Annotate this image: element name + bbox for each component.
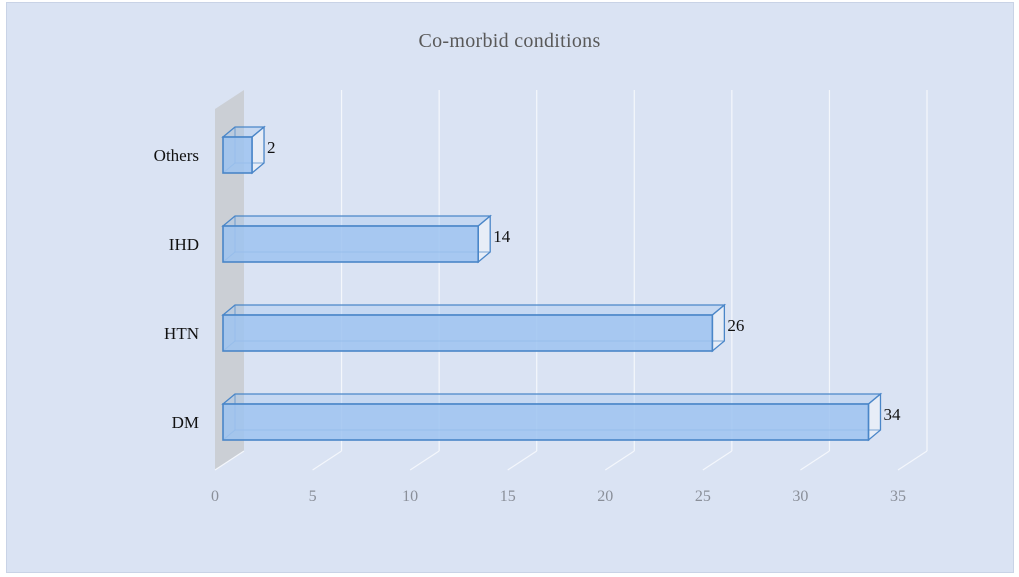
bar-top-face — [221, 215, 492, 227]
side-wall — [215, 90, 244, 470]
floor-gridline — [604, 450, 635, 471]
x-tick-label: 10 — [402, 488, 418, 505]
bar-dm — [222, 403, 870, 441]
y-category-label: Others — [154, 146, 199, 165]
x-tick-label: 0 — [211, 488, 219, 505]
data-label: 34 — [883, 405, 901, 424]
x-tick-label: 15 — [500, 488, 516, 505]
y-category-label: HTN — [164, 324, 199, 343]
bar-ihd — [222, 225, 479, 263]
y-category-label: IHD — [169, 235, 199, 254]
x-tick-label: 35 — [890, 488, 906, 505]
x-tick-label: 5 — [309, 488, 317, 505]
data-label: 26 — [727, 316, 744, 335]
floor-gridline — [897, 450, 928, 471]
chart-title: Co-morbid conditions — [418, 30, 601, 52]
data-label: 2 — [267, 138, 276, 157]
chart-area — [6, 2, 1014, 573]
floor-gridline — [800, 450, 830, 471]
floor-gridline — [702, 450, 733, 471]
floor-gridline — [409, 450, 440, 471]
floor-gridline — [312, 450, 342, 471]
floor-gridline — [214, 450, 245, 471]
y-category-label: DM — [172, 413, 199, 432]
floor-gridline — [507, 450, 538, 471]
data-label: 14 — [493, 227, 511, 246]
x-tick-label: 25 — [695, 488, 711, 505]
x-tick-label: 20 — [597, 488, 613, 505]
bar-htn — [222, 314, 714, 352]
x-tick-label: 30 — [792, 488, 808, 505]
bar-top-face — [221, 304, 727, 316]
bar-top-face — [221, 393, 883, 405]
bar-others — [222, 136, 253, 174]
